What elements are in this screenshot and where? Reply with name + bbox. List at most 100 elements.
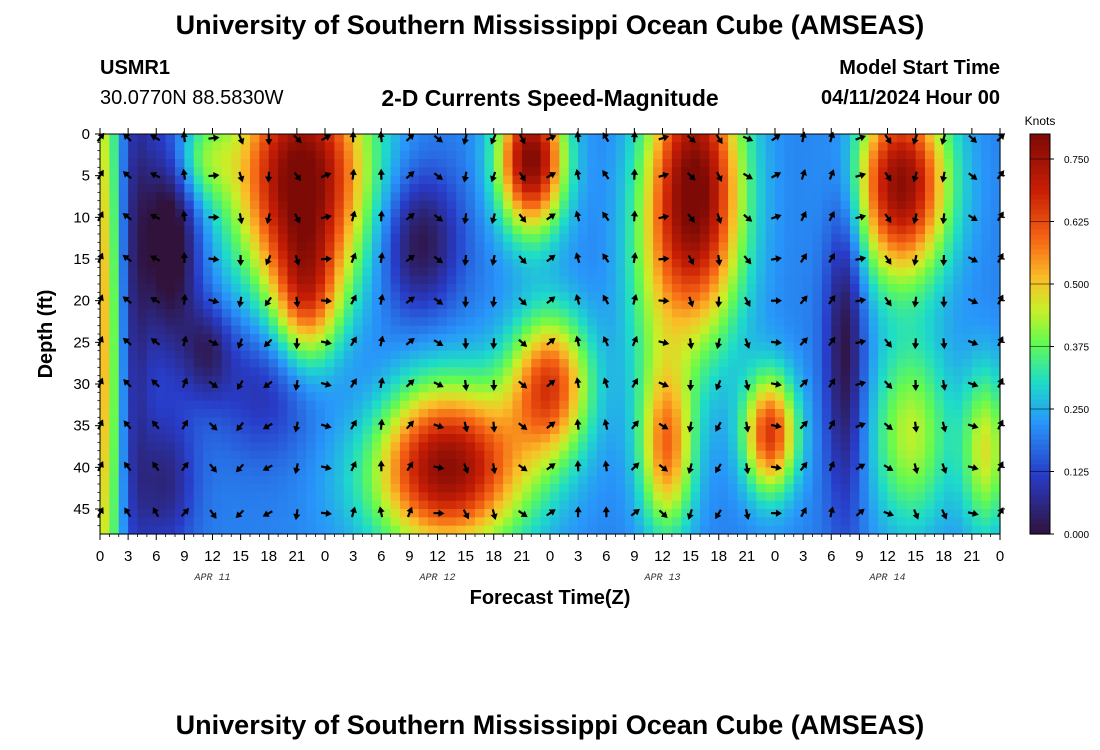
heatmap-cell <box>446 175 457 185</box>
heatmap-cell <box>512 317 523 327</box>
heatmap-cell <box>868 475 879 485</box>
heatmap-cell <box>343 509 354 518</box>
heatmap-cell <box>775 292 785 302</box>
heatmap-cell <box>156 250 167 260</box>
heatmap-cell <box>981 142 992 152</box>
heatmap-cell <box>278 525 289 535</box>
heatmap-cell <box>371 200 382 210</box>
heatmap-cell <box>728 250 739 260</box>
heatmap-cell <box>681 159 692 168</box>
current-arrow <box>687 213 695 223</box>
heatmap-cell <box>512 525 523 535</box>
heatmap-cell <box>231 142 242 152</box>
heatmap-cell <box>971 409 982 418</box>
heatmap-cell <box>709 225 720 235</box>
heatmap-cell <box>568 517 579 527</box>
heatmap-cell <box>456 217 467 227</box>
heatmap-cell <box>212 450 223 460</box>
heatmap-cell <box>315 434 326 443</box>
heatmap-cell <box>137 267 148 277</box>
heatmap-cell <box>540 417 551 427</box>
current-arrow <box>462 509 470 520</box>
heatmap-cell <box>193 434 204 443</box>
heatmap-cell <box>540 409 551 418</box>
heatmap-cell <box>156 200 167 210</box>
heatmap-cell <box>756 234 767 243</box>
heatmap-cell <box>259 484 270 493</box>
heatmap-cell <box>925 167 935 177</box>
heatmap-cell <box>175 150 185 160</box>
heatmap-cell <box>615 242 626 252</box>
heatmap-cell <box>840 184 851 193</box>
heatmap-cell <box>971 225 982 235</box>
heatmap-cell <box>390 334 401 343</box>
heatmap-cell <box>484 217 495 227</box>
heatmap-cell <box>990 150 1001 160</box>
heatmap-cell <box>371 425 382 435</box>
heatmap-cell <box>746 259 757 268</box>
heatmap-cell <box>887 284 898 293</box>
current-arrow <box>236 421 244 432</box>
heatmap-cell <box>587 467 598 477</box>
heatmap-cell <box>953 475 964 485</box>
heatmap-cell <box>812 234 823 243</box>
heatmap-cell <box>737 342 748 352</box>
heatmap-cell <box>503 492 514 502</box>
current-arrow <box>208 339 219 346</box>
heatmap-cell <box>437 417 448 427</box>
heatmap-cell <box>925 334 935 343</box>
heatmap-cell <box>465 325 476 335</box>
heatmap-cell <box>953 234 964 243</box>
heatmap-cell <box>221 509 232 518</box>
heatmap-cell <box>615 309 626 318</box>
heatmap-cell <box>137 375 148 385</box>
heatmap-cell <box>821 367 832 377</box>
heatmap-cell <box>278 225 289 235</box>
heatmap-cell <box>343 434 354 443</box>
heatmap-cell <box>465 175 476 185</box>
heatmap-cell <box>456 325 467 335</box>
heatmap-cell <box>671 425 682 435</box>
heatmap-cell <box>568 484 579 493</box>
heatmap-cell <box>943 409 954 418</box>
heatmap-cell <box>728 184 739 193</box>
heatmap-cell <box>484 317 495 327</box>
heatmap-cell <box>625 300 635 310</box>
heatmap-cell <box>643 167 654 177</box>
heatmap-cell <box>906 509 917 518</box>
heatmap-cell <box>203 459 214 468</box>
current-arrow <box>855 421 866 429</box>
heatmap-cell <box>559 409 570 418</box>
heatmap-cell <box>925 209 935 218</box>
heatmap-cell <box>193 492 204 502</box>
heatmap-cell <box>493 142 504 152</box>
heatmap-cell <box>268 392 279 402</box>
heatmap-cell <box>775 184 785 193</box>
heatmap-cell <box>475 150 485 160</box>
heatmap-cell <box>400 492 410 502</box>
heatmap-cell <box>540 525 551 535</box>
heatmap-cell <box>784 425 795 435</box>
heatmap-cell <box>231 217 242 227</box>
heatmap-cell <box>709 284 720 293</box>
heatmap-cell <box>146 517 157 527</box>
heatmap-cell <box>137 284 148 293</box>
heatmap-cell <box>896 300 907 310</box>
heatmap-cell <box>971 525 982 535</box>
current-arrow <box>180 252 188 264</box>
heatmap-cell <box>737 242 748 252</box>
heatmap-cell <box>953 284 964 293</box>
heatmap-cell <box>175 475 185 485</box>
heatmap-cell <box>278 242 289 252</box>
current-arrow <box>350 294 357 305</box>
heatmap-cell <box>784 434 795 443</box>
heatmap-cell <box>943 217 954 227</box>
heatmap-cell <box>109 167 120 177</box>
current-arrow <box>967 339 979 347</box>
heatmap-cell <box>381 517 392 527</box>
heatmap-cell <box>765 359 776 368</box>
heatmap-cell <box>550 509 560 518</box>
heatmap-cell <box>343 359 354 368</box>
heatmap-cell <box>681 300 692 310</box>
heatmap-cell <box>850 500 860 510</box>
